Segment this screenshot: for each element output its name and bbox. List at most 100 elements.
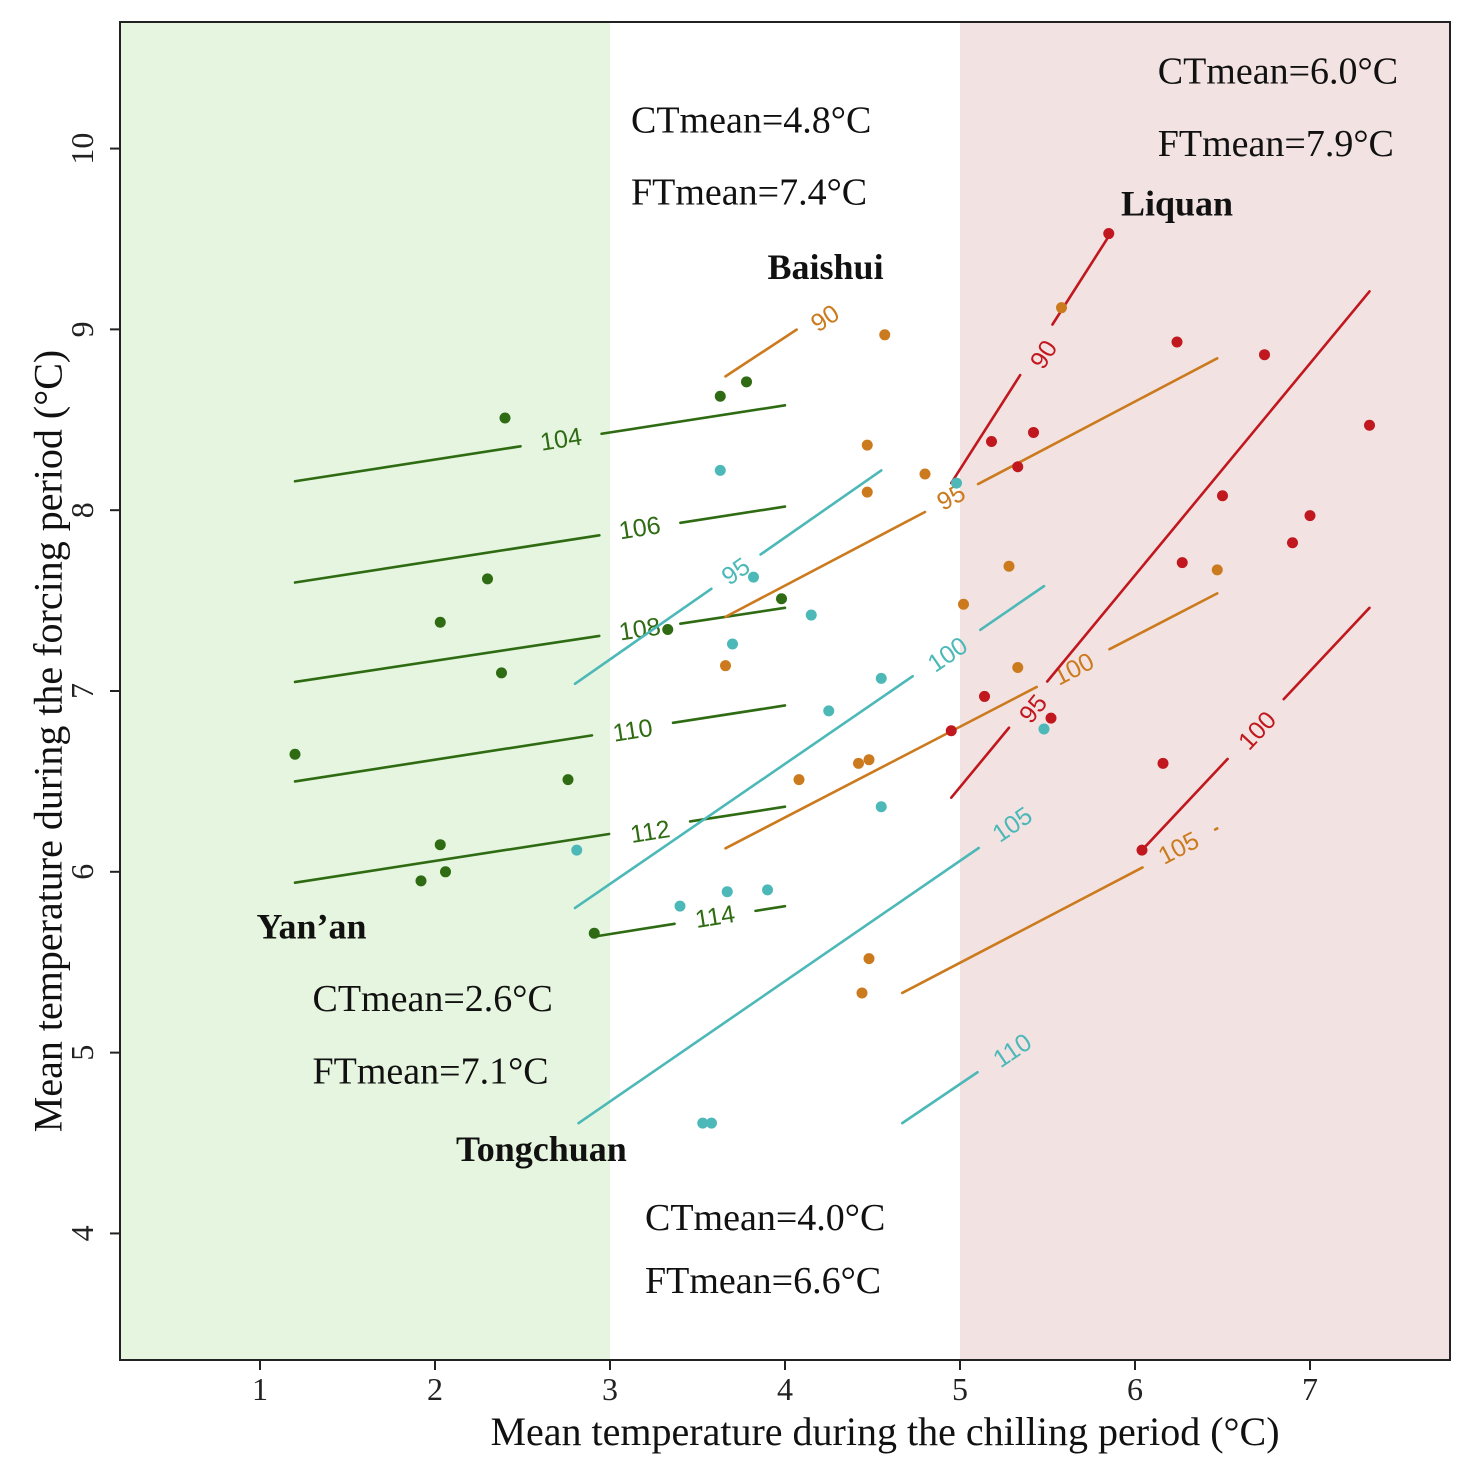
contour-label-yan-an-104: 104 bbox=[538, 423, 584, 457]
x-tick-label-3: 3 bbox=[602, 1371, 618, 1407]
x-tick-label-5: 5 bbox=[952, 1371, 968, 1407]
zone-2 bbox=[610, 22, 960, 1360]
site-stat-tongchuan-2: FTmean=6.6°C bbox=[645, 1260, 881, 1302]
contour-line-yan-an-104-seg2 bbox=[600, 404, 787, 436]
point-tongchuan-1 bbox=[571, 844, 583, 856]
point-tongchuan-11 bbox=[823, 705, 835, 717]
data-points bbox=[289, 228, 1375, 1129]
point-liquan-2 bbox=[979, 690, 990, 702]
point-liquan-6 bbox=[1045, 712, 1057, 724]
point-baishui-10 bbox=[919, 468, 931, 480]
contour-line-liquan-100-seg1 bbox=[1140, 757, 1229, 852]
point-tongchuan-6 bbox=[721, 886, 733, 898]
point-liquan-15 bbox=[1304, 510, 1316, 522]
contour-line-yan-an-108-seg1 bbox=[293, 634, 601, 684]
point-yan-an-4 bbox=[440, 866, 451, 878]
y-tick-label-7: 7 bbox=[64, 683, 100, 699]
site-label-yan-an: Yan’an bbox=[257, 907, 367, 947]
point-baishui-5 bbox=[863, 754, 875, 766]
contour-label-yan-an-114: 114 bbox=[693, 900, 737, 934]
point-baishui-2 bbox=[793, 774, 805, 786]
site-annotations: Yan’an CTmean=2.6°C FTmean=7.1°C Tongchuan C… bbox=[257, 50, 1399, 1302]
y-tick-label-8: 8 bbox=[64, 502, 100, 518]
site-stat-baishui-2: FTmean=7.4°C bbox=[631, 172, 867, 214]
point-tongchuan-5 bbox=[714, 464, 726, 476]
contour-line-yan-an-106-seg1 bbox=[293, 534, 601, 584]
point-yan-an-2 bbox=[415, 875, 427, 887]
contour-line-tongchuan-110-seg1 bbox=[900, 1070, 979, 1125]
contour-line-tongchuan-100-seg2 bbox=[979, 584, 1046, 632]
contour-line-baishui-100-seg1 bbox=[724, 685, 1039, 850]
point-yan-an-9 bbox=[562, 774, 574, 786]
point-tongchuan-14 bbox=[951, 477, 962, 489]
point-baishui-11 bbox=[958, 598, 969, 610]
point-yan-an-8 bbox=[499, 412, 511, 424]
contour-line-baishui-90-seg1 bbox=[724, 328, 798, 378]
y-tick-label-5: 5 bbox=[64, 1045, 100, 1061]
y-tick-label-6: 6 bbox=[64, 864, 100, 880]
climate-zones bbox=[120, 22, 1450, 1360]
point-baishui-1 bbox=[720, 660, 731, 672]
x-tick-label-1: 1 bbox=[252, 1371, 268, 1407]
x-axis: 1 2 3 4 5 6 7 bbox=[252, 1360, 1318, 1407]
contour-line-baishui-105-seg1 bbox=[900, 866, 1144, 995]
point-liquan-4 bbox=[1012, 461, 1024, 473]
contour-label-yan-an-110: 110 bbox=[611, 714, 655, 748]
point-yan-an-1 bbox=[289, 748, 301, 760]
point-yan-an-5 bbox=[434, 616, 446, 628]
point-baishui-7 bbox=[861, 486, 873, 498]
point-tongchuan-2 bbox=[674, 900, 686, 912]
point-liquan-3 bbox=[986, 435, 997, 447]
contour-line-baishui-105-seg2 bbox=[1213, 827, 1219, 831]
site-stat-liquan-2: FTmean=7.9°C bbox=[1158, 123, 1394, 165]
y-tick-label-9: 9 bbox=[64, 321, 100, 337]
contour-line-yan-an-112-seg1 bbox=[293, 832, 611, 884]
point-liquan-7 bbox=[1103, 228, 1115, 240]
point-liquan-16 bbox=[1364, 419, 1375, 431]
point-liquan-8 bbox=[1136, 844, 1148, 856]
contour-line-liquan-90-seg1 bbox=[949, 373, 1022, 485]
point-tongchuan-13 bbox=[875, 672, 887, 684]
point-liquan-9 bbox=[1157, 757, 1169, 769]
contour-line-tongchuan-100-seg1 bbox=[573, 674, 915, 910]
point-yan-an-7 bbox=[496, 667, 507, 679]
point-baishui-15 bbox=[1211, 564, 1223, 576]
contour-line-baishui-95-seg1 bbox=[724, 510, 927, 619]
contour-line-yan-an-108-seg2 bbox=[679, 606, 787, 625]
point-baishui-13 bbox=[1012, 661, 1024, 673]
site-stat-baishui-1: CTmean=4.8°C bbox=[631, 99, 871, 141]
point-tongchuan-3 bbox=[697, 1117, 709, 1129]
point-liquan-13 bbox=[1259, 349, 1270, 361]
contour-line-yan-an-110-seg1 bbox=[293, 734, 594, 783]
point-baishui-14 bbox=[1056, 302, 1067, 314]
point-liquan-14 bbox=[1287, 537, 1298, 549]
site-stat-yan-an-2: FTmean=7.1°C bbox=[313, 1050, 549, 1092]
site-stat-liquan-1: CTmean=6.0°C bbox=[1158, 50, 1398, 92]
zone-1 bbox=[120, 22, 610, 1360]
point-liquan-10 bbox=[1171, 336, 1183, 348]
contour-line-yan-an-110-seg2 bbox=[671, 704, 787, 725]
point-baishui-8 bbox=[861, 439, 873, 451]
point-yan-an-11 bbox=[662, 624, 674, 636]
contour-line-yan-an-106-seg2 bbox=[679, 505, 787, 525]
contour-line-yan-an-114-seg2 bbox=[754, 904, 787, 913]
contour-line-tongchuan-95-seg1 bbox=[573, 587, 713, 686]
x-tick-label-6: 6 bbox=[1127, 1371, 1143, 1407]
point-baishui-6 bbox=[863, 953, 875, 965]
point-tongchuan-8 bbox=[748, 571, 759, 583]
contour-line-yan-an-114-seg1 bbox=[591, 922, 676, 939]
point-liquan-5 bbox=[1028, 426, 1039, 438]
contour-line-baishui-100-seg2 bbox=[1108, 592, 1219, 651]
point-baishui-4 bbox=[856, 987, 868, 999]
contour-line-liquan-100-seg2 bbox=[1282, 606, 1371, 701]
point-yan-an-13 bbox=[741, 376, 752, 388]
contour-line-yan-an-104-seg1 bbox=[293, 445, 522, 483]
point-tongchuan-9 bbox=[762, 884, 773, 896]
point-yan-an-3 bbox=[434, 839, 446, 851]
point-tongchuan-12 bbox=[875, 801, 887, 813]
point-tongchuan-7 bbox=[727, 638, 738, 650]
x-tick-label-2: 2 bbox=[427, 1371, 443, 1407]
point-yan-an-12 bbox=[714, 390, 726, 402]
contour-line-tongchuan-95-seg2 bbox=[759, 469, 883, 556]
point-liquan-11 bbox=[1176, 557, 1188, 569]
